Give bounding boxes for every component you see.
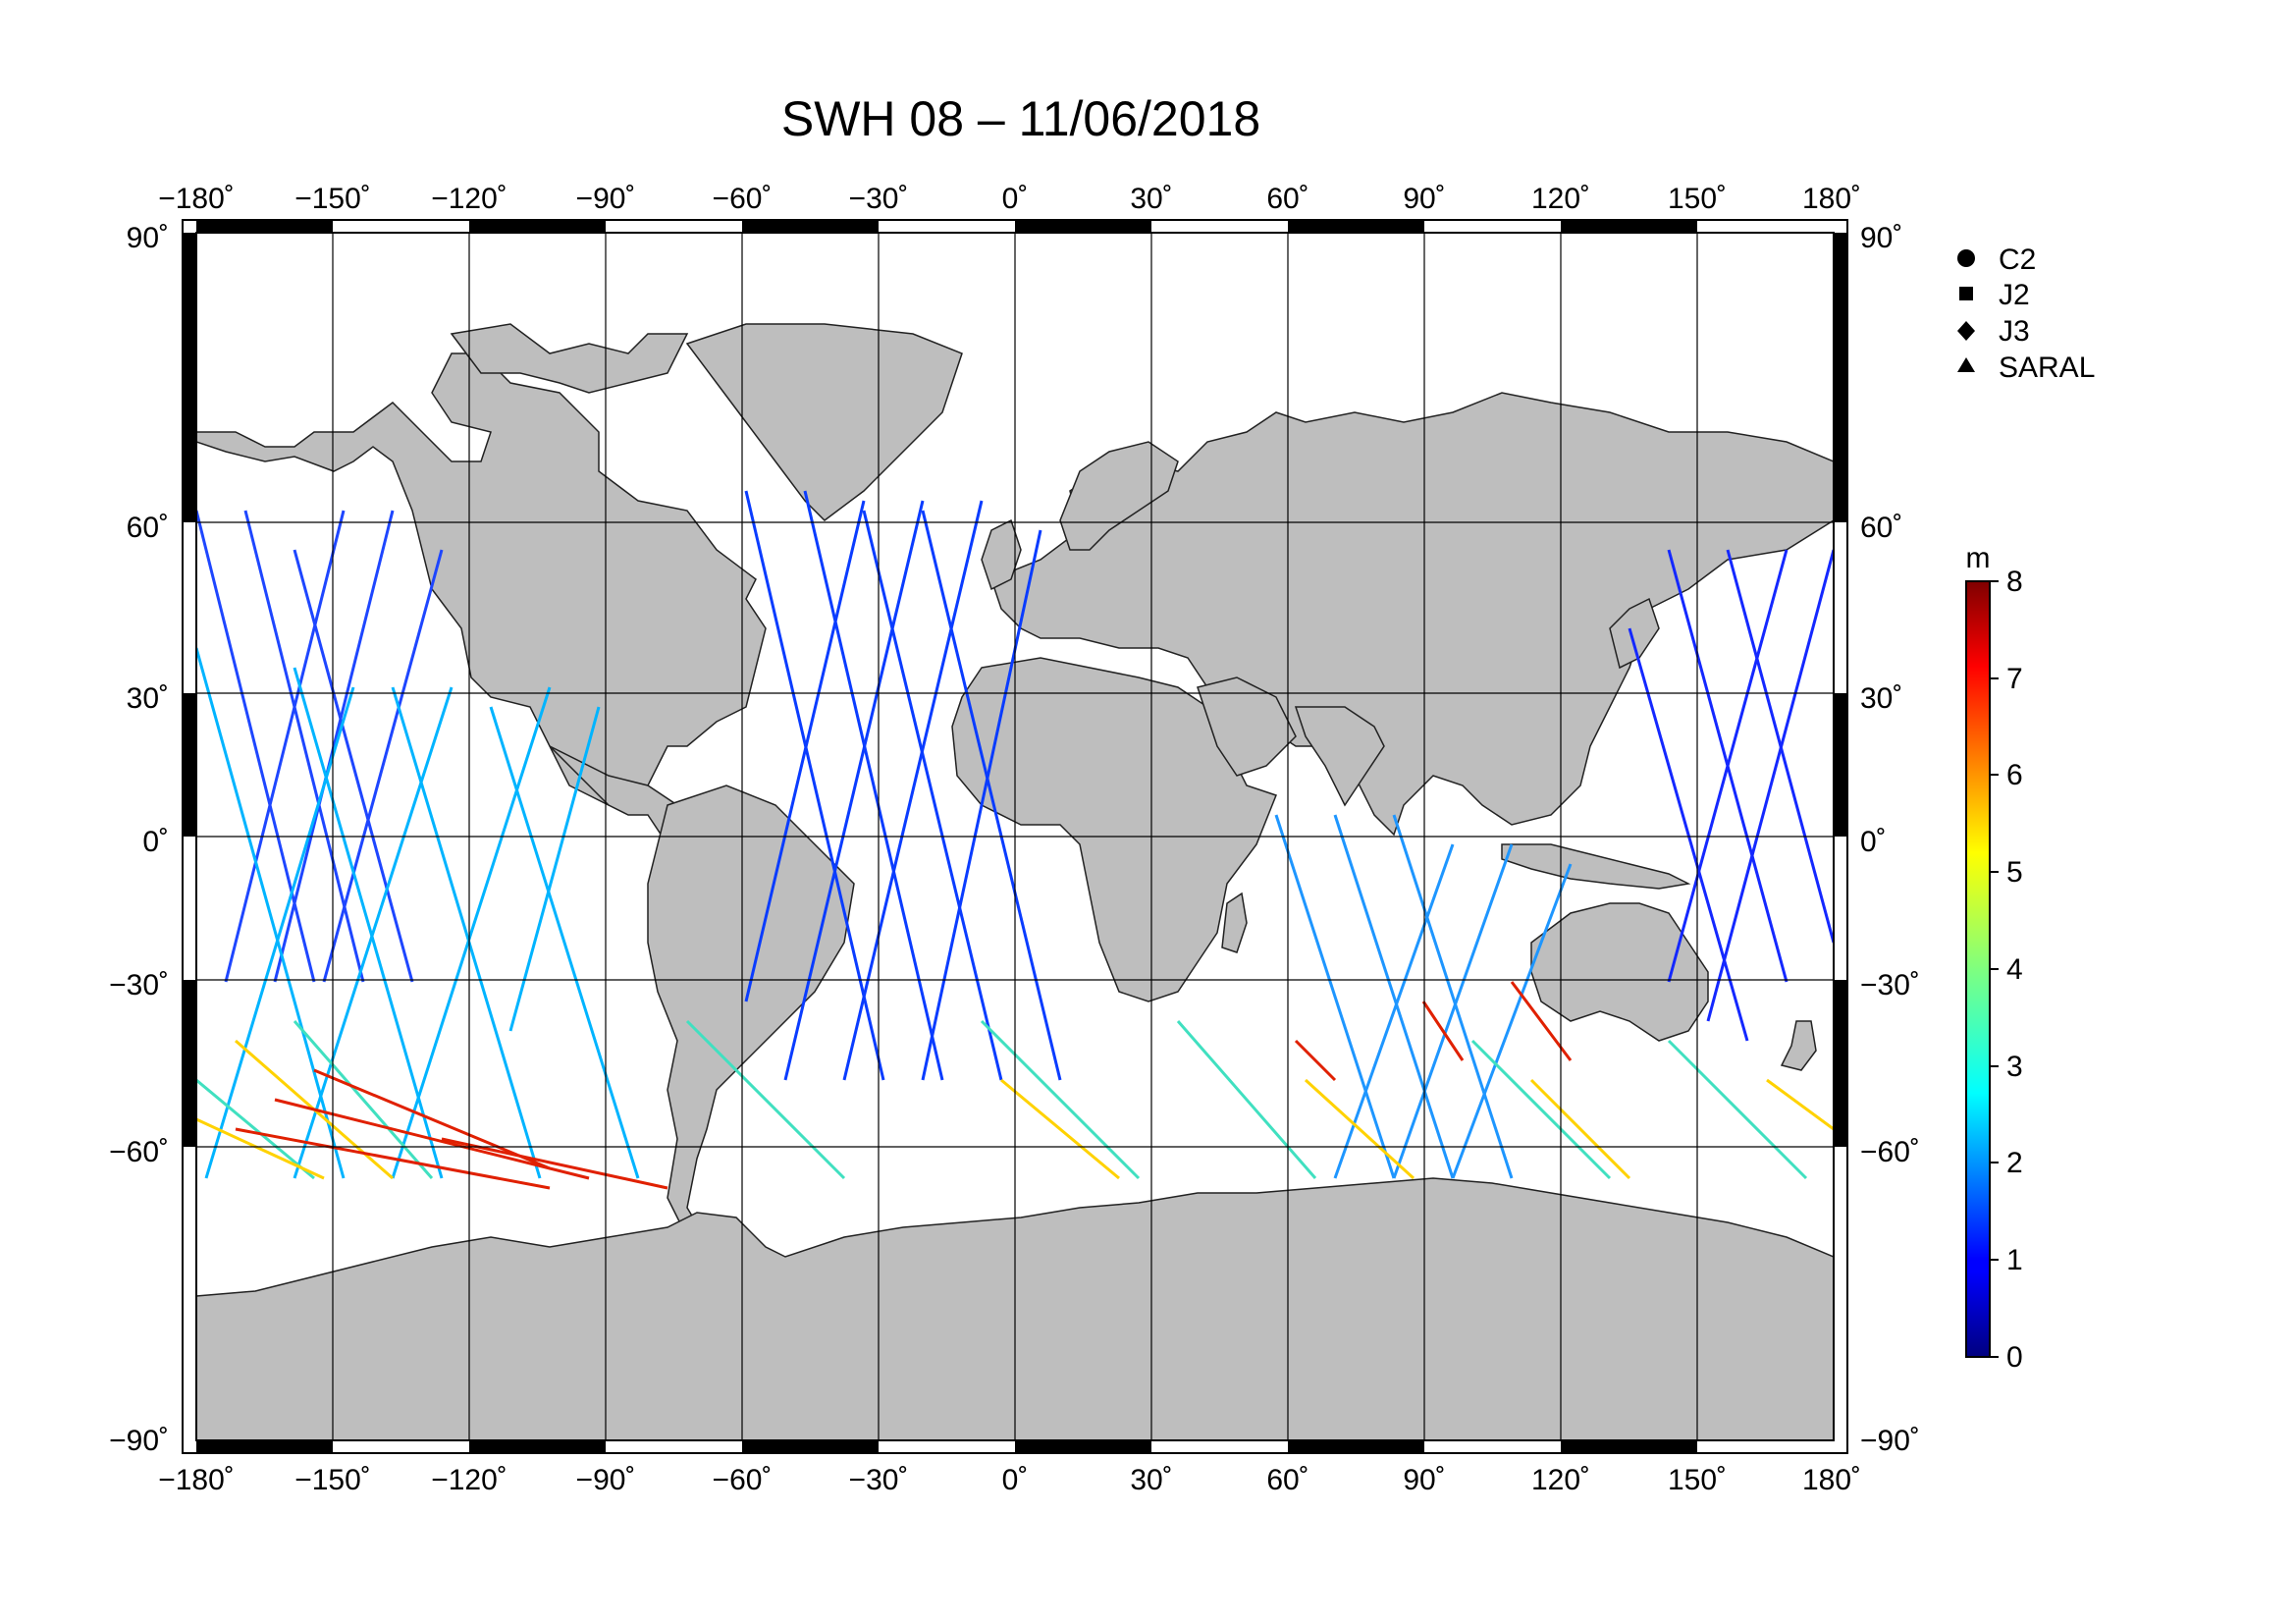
colorbar-tick-label: 1 — [2006, 1244, 2023, 1276]
diamond-symbol-icon — [1957, 321, 1975, 341]
land-south-america — [647, 784, 855, 1238]
triangle-symbol-icon — [1957, 357, 1975, 372]
circle-symbol-icon — [1957, 249, 1975, 267]
lon-label: 150˚ — [1668, 183, 1727, 215]
lat-label: −60˚ — [109, 1136, 169, 1168]
lon-label: 90˚ — [1403, 183, 1445, 215]
lon-label: −180˚ — [158, 1464, 235, 1496]
lon-label: 180˚ — [1802, 1464, 1861, 1496]
land-arctic-islands — [450, 323, 689, 394]
lat-label: −30˚ — [109, 969, 169, 1001]
lat-label: 30˚ — [1860, 682, 1902, 715]
lon-label: 60˚ — [1266, 183, 1308, 215]
frame-checker-right — [1834, 233, 1846, 1147]
lat-label: 0˚ — [142, 826, 169, 858]
lon-label: 120˚ — [1531, 1464, 1590, 1496]
tracks-north-pacific — [196, 510, 444, 983]
map-title: SWH 08 – 11/06/2018 — [780, 91, 1261, 146]
lat-label: 30˚ — [127, 682, 169, 715]
lon-label: −30˚ — [849, 183, 909, 215]
colorbar-tick-label: 6 — [2006, 759, 2023, 791]
lon-label: −180˚ — [158, 183, 235, 215]
land-greenland — [685, 323, 963, 521]
legend-label-saral: SARAL — [1999, 352, 2095, 384]
legend-label-j2: J2 — [1999, 279, 2030, 311]
frame-checker-bottom — [196, 1440, 1697, 1452]
lon-labels-top: −180˚ −150˚ −120˚ −90˚ −60˚ −30˚ 0˚ 30˚ … — [158, 183, 1861, 215]
frame-checker-top — [196, 221, 1697, 233]
lon-label: 120˚ — [1531, 183, 1590, 215]
lat-labels-right: 90˚ 60˚ 30˚ 0˚ −30˚ −60˚ −90˚ — [1860, 222, 1920, 1457]
lon-label: −60˚ — [713, 183, 773, 215]
satellite-legend: C2 J2 J3 SARAL — [1957, 243, 2095, 384]
lat-label: 90˚ — [127, 222, 169, 254]
lon-label: −60˚ — [713, 1464, 773, 1496]
lon-label: 150˚ — [1668, 1464, 1727, 1496]
tracks-southern-high — [196, 1039, 1834, 1180]
map-frame — [182, 219, 1848, 1454]
tracks-indian — [1274, 814, 1573, 1179]
lat-label: 60˚ — [127, 512, 169, 544]
colorbar-tick-label: 5 — [2006, 856, 2023, 889]
lon-label: −120˚ — [431, 1464, 507, 1496]
legend-label-j3: J3 — [1999, 315, 2030, 348]
lon-labels-bottom: −180˚ −150˚ −120˚ −90˚ −60˚ −30˚ 0˚ 30˚ … — [158, 1464, 1861, 1496]
tracks-southern-mid — [196, 1019, 1808, 1180]
lon-label: −90˚ — [576, 183, 636, 215]
lon-label: −150˚ — [294, 183, 371, 215]
land-new-zealand — [1780, 1020, 1817, 1071]
colorbar-tick-label: 2 — [2006, 1147, 2023, 1179]
colorbar-tick-label: 3 — [2006, 1051, 2023, 1083]
colorbar-tick-label: 8 — [2006, 566, 2023, 598]
lat-label: 60˚ — [1860, 512, 1902, 544]
land-north-america — [196, 352, 767, 806]
legend-label-c2: C2 — [1999, 243, 2036, 276]
colorbar: m 8 7 6 5 4 3 2 1 0 — [1965, 542, 2023, 1374]
colorbar-tick-label: 7 — [2006, 663, 2023, 695]
lon-label: 0˚ — [1002, 1464, 1029, 1496]
land-indonesia — [1501, 843, 1691, 890]
land-madagascar — [1221, 892, 1248, 953]
colorbar-tick-label: 0 — [2006, 1341, 2023, 1374]
land-africa — [951, 657, 1277, 1002]
lat-labels-left: 90˚ 60˚ 30˚ 0˚ −30˚ −60˚ −90˚ — [109, 222, 169, 1457]
colorbar-gradient — [1965, 580, 1991, 1358]
map-content — [196, 233, 1834, 1440]
satellite-tracks — [196, 490, 1834, 1190]
square-symbol-icon — [1959, 287, 1973, 300]
lon-label: 30˚ — [1130, 1464, 1172, 1496]
colorbar-ticks — [1990, 580, 1999, 1358]
colorbar-unit: m — [1966, 542, 1991, 574]
lat-label: −90˚ — [1860, 1425, 1920, 1457]
lat-label: −60˚ — [1860, 1136, 1920, 1168]
lon-label: 30˚ — [1130, 183, 1172, 215]
lon-label: 90˚ — [1403, 1464, 1445, 1496]
lon-label: −150˚ — [294, 1464, 371, 1496]
tracks-west-pacific — [1628, 549, 1834, 1042]
frame-checker-left — [184, 233, 196, 1147]
lon-label: −120˚ — [431, 183, 507, 215]
tracks-atlantic — [744, 490, 1062, 1081]
tracks-pacific — [196, 647, 640, 1179]
lon-label: −90˚ — [576, 1464, 636, 1496]
land-australia — [1530, 902, 1709, 1042]
lon-label: 60˚ — [1266, 1464, 1308, 1496]
land-arabia — [1197, 676, 1297, 777]
lon-label: 0˚ — [1002, 183, 1029, 215]
graticule — [196, 233, 1834, 1440]
land-uk — [981, 518, 1022, 591]
lon-label: −30˚ — [849, 1464, 909, 1496]
land-india — [1294, 706, 1385, 807]
lon-label: 180˚ — [1802, 183, 1861, 215]
lat-label: −90˚ — [109, 1425, 169, 1457]
lat-label: 0˚ — [1860, 826, 1887, 858]
land-japan — [1609, 597, 1660, 670]
lat-label: 90˚ — [1860, 222, 1902, 254]
colorbar-tick-label: 4 — [2006, 953, 2023, 986]
lat-label: −30˚ — [1860, 969, 1920, 1001]
